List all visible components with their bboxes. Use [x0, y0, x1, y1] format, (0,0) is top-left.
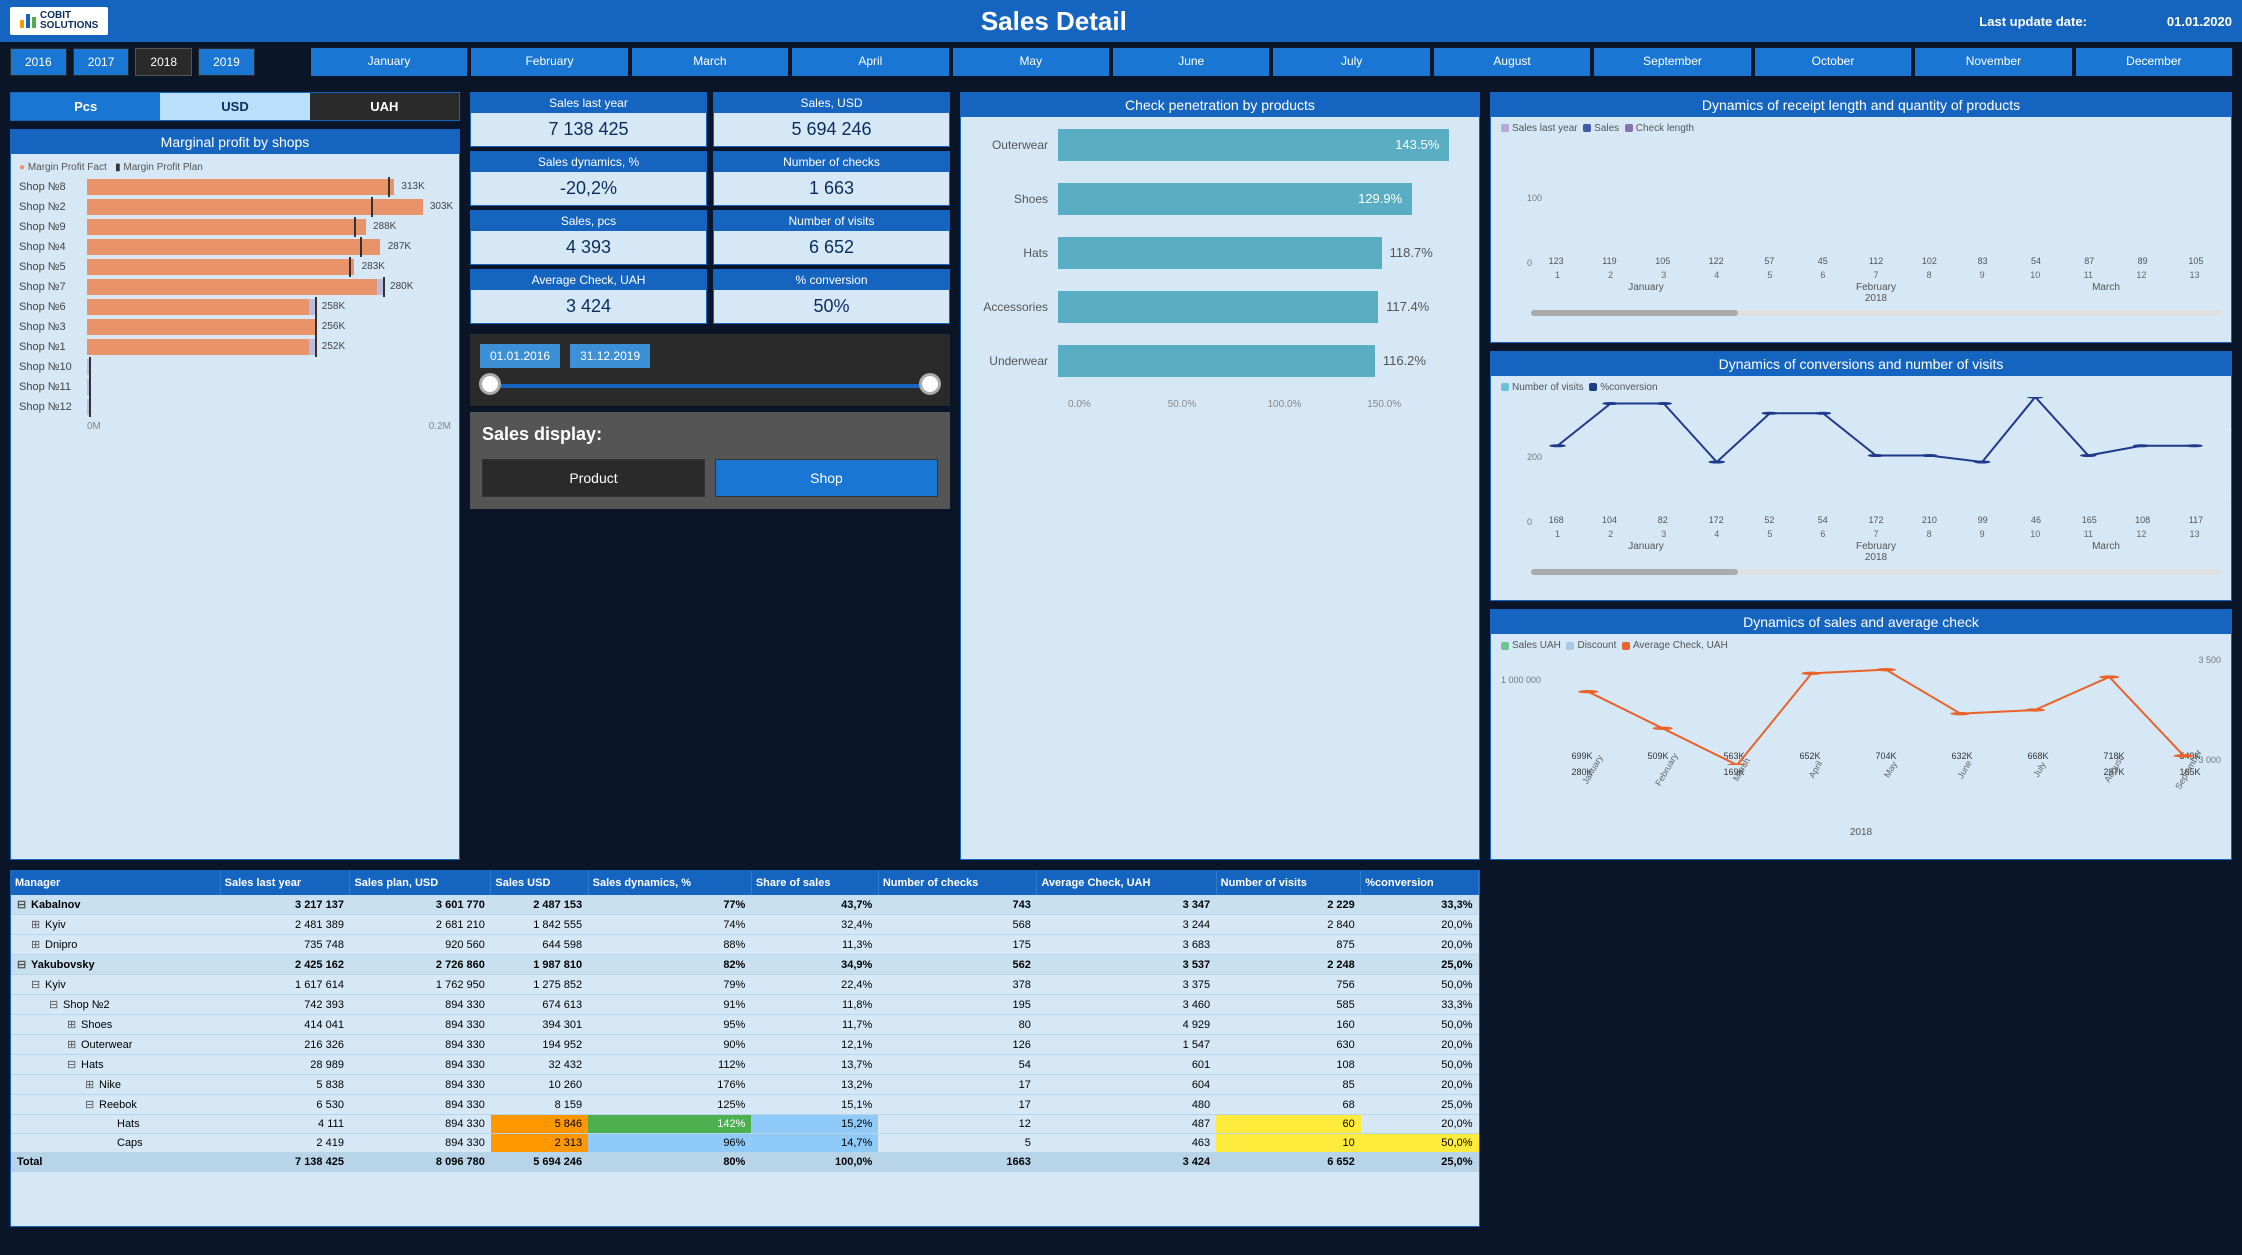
sales-display-panel: Sales display: Product Shop [470, 412, 950, 509]
month-may[interactable]: May [953, 48, 1109, 76]
unit-tab-pcs[interactable]: Pcs [11, 93, 160, 120]
slider-thumb-left[interactable] [479, 373, 501, 395]
display-product-button[interactable]: Product [482, 459, 705, 497]
table-header[interactable]: Sales plan, USD [350, 871, 491, 895]
kpi-box: Average Check, UAH3 424 [470, 269, 707, 324]
table-header[interactable]: Number of visits [1216, 871, 1361, 895]
month-november[interactable]: November [1915, 48, 2071, 76]
table-row[interactable]: ⊟Shop №2742 393894 330674 61391%11,8%195… [11, 995, 1479, 1015]
shop-row: Shop №7 280K [19, 279, 451, 295]
year-2018[interactable]: 2018 [135, 48, 192, 76]
chart3-title: Dynamics of sales and average check [1491, 610, 2231, 634]
kpi-box: Number of checks1 663 [713, 151, 950, 206]
display-shop-button[interactable]: Shop [715, 459, 938, 497]
penetration-title: Check penetration by products [961, 93, 1479, 117]
unit-tab-usd[interactable]: USD [160, 93, 309, 120]
date-range-slider[interactable]: 01.01.2016 31.12.2019 [470, 334, 950, 406]
table-row[interactable]: ⊞Outerwear216 326894 330194 95290%12,1%1… [11, 1035, 1479, 1055]
month-january[interactable]: January [311, 48, 467, 76]
shop-row: Shop №3 256K [19, 319, 451, 335]
month-september[interactable]: September [1594, 48, 1750, 76]
table-header[interactable]: Average Check, UAH [1037, 871, 1216, 895]
month-august[interactable]: August [1434, 48, 1590, 76]
chart1-title: Dynamics of receipt length and quantity … [1491, 93, 2231, 117]
table-row[interactable]: ⊟Yakubovsky2 425 1622 726 8601 987 81082… [11, 955, 1479, 975]
date-to[interactable]: 31.12.2019 [570, 344, 650, 368]
penetration-row: Shoes129.9% [973, 183, 1467, 215]
kpi-box: Sales last year7 138 425 [470, 92, 707, 147]
manager-table[interactable]: ManagerSales last yearSales plan, USDSal… [10, 870, 1480, 1227]
table-header[interactable]: Manager [11, 871, 220, 895]
kpi-box: % conversion50% [713, 269, 950, 324]
shop-row: Shop №1 252K [19, 339, 451, 355]
month-april[interactable]: April [792, 48, 948, 76]
year-2019[interactable]: 2019 [198, 48, 255, 76]
kpi-box: Sales, pcs4 393 [470, 210, 707, 265]
penetration-row: Hats118.7% [973, 237, 1467, 269]
table-row[interactable]: ⊟Reebok6 530894 3308 159125%15,1%1748068… [11, 1095, 1479, 1115]
shop-row: Shop №12 [19, 399, 451, 415]
kpi-box: Number of visits6 652 [713, 210, 950, 265]
table-row[interactable]: ⊞Shoes414 041894 330394 30195%11,7%804 9… [11, 1015, 1479, 1035]
table-row[interactable]: Hats4 111894 3305 846142%15,2%124876020,… [11, 1115, 1479, 1134]
month-march[interactable]: March [632, 48, 788, 76]
table-row[interactable]: ⊞Nike5 838894 33010 260176%13,2%17604852… [11, 1075, 1479, 1095]
shop-row: Shop №10 [19, 359, 451, 375]
year-month-selector: 2016201720182019 JanuaryFebruaryMarchApr… [0, 42, 2242, 82]
logo: COBIT SOLUTIONS [10, 7, 108, 35]
shop-row: Shop №2 303K [19, 199, 451, 215]
table-header[interactable]: %conversion [1361, 871, 1479, 895]
update-date: 01.01.2020 [2167, 14, 2232, 29]
kpi-box: Sales, USD5 694 246 [713, 92, 950, 147]
penetration-row: Outerwear143.5% [973, 129, 1467, 161]
table-total-row: Total7 138 4258 096 7805 694 24680%100,0… [11, 1153, 1479, 1172]
shops-legend: ● Margin Profit Fact ▮ Margin Profit Pla… [19, 162, 451, 173]
shop-row: Shop №11 [19, 379, 451, 395]
year-2017[interactable]: 2017 [73, 48, 130, 76]
table-header[interactable]: Number of checks [878, 871, 1037, 895]
year-2016[interactable]: 2016 [10, 48, 67, 76]
table-row[interactable]: ⊞Dnipro735 748920 560644 59888%11,3%1753… [11, 935, 1479, 955]
table-row[interactable]: ⊟Kabalnov3 217 1373 601 7702 487 15377%4… [11, 895, 1479, 915]
table-header[interactable]: Sales last year [220, 871, 350, 895]
month-july[interactable]: July [1273, 48, 1429, 76]
chart2-title: Dynamics of conversions and number of vi… [1491, 352, 2231, 376]
shop-row: Shop №6 258K [19, 299, 451, 315]
penetration-row: Underwear116.2% [973, 345, 1467, 377]
shop-row: Shop №9 288K [19, 219, 451, 235]
top-header: COBIT SOLUTIONS Sales Detail Last update… [0, 0, 2242, 42]
unit-tabs: Pcs USD UAH [10, 92, 460, 121]
table-header[interactable]: Share of sales [751, 871, 878, 895]
date-from[interactable]: 01.01.2016 [480, 344, 560, 368]
kpi-box: Sales dynamics, %-20,2% [470, 151, 707, 206]
month-february[interactable]: February [471, 48, 627, 76]
shop-row: Shop №4 287K [19, 239, 451, 255]
shops-chart-title: Marginal profit by shops [11, 130, 459, 154]
table-row[interactable]: ⊟Kyiv1 617 6141 762 9501 275 85279%22,4%… [11, 975, 1479, 995]
month-december[interactable]: December [2076, 48, 2232, 76]
table-header[interactable]: Sales dynamics, % [588, 871, 751, 895]
slider-thumb-right[interactable] [919, 373, 941, 395]
unit-tab-uah[interactable]: UAH [310, 93, 459, 120]
table-row[interactable]: ⊞Kyiv2 481 3892 681 2101 842 55574%32,4%… [11, 915, 1479, 935]
penetration-row: Accessories117.4% [973, 291, 1467, 323]
page-title: Sales Detail [128, 6, 1979, 37]
table-header[interactable]: Sales USD [491, 871, 588, 895]
table-row[interactable]: Caps2 419894 3302 31396%14,7%54631050,0% [11, 1134, 1479, 1153]
month-june[interactable]: June [1113, 48, 1269, 76]
shop-row: Shop №5 283K [19, 259, 451, 275]
table-row[interactable]: ⊟Hats28 989894 33032 432112%13,7%5460110… [11, 1055, 1479, 1075]
month-october[interactable]: October [1755, 48, 1911, 76]
shop-row: Shop №8 313K [19, 179, 451, 195]
update-label: Last update date: [1979, 14, 2087, 29]
